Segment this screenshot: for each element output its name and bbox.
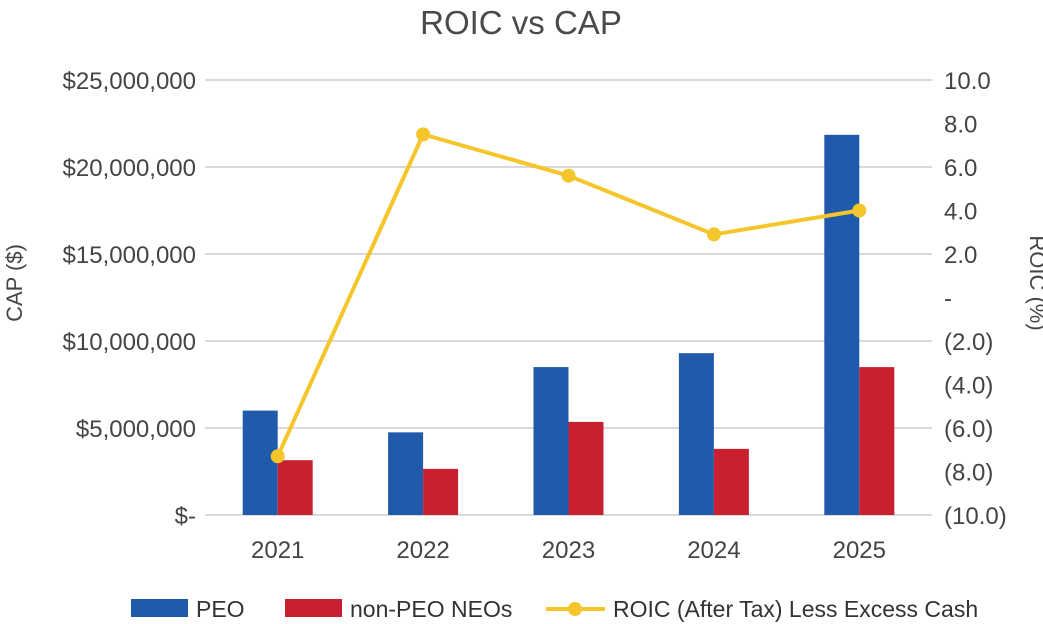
legend-label-non-peo: non-PEO NEOs xyxy=(350,596,512,622)
bar-non-peo-neos-2021 xyxy=(277,460,313,515)
roic-point-2024 xyxy=(706,227,721,242)
y2-tick-label: 8.0 xyxy=(944,112,977,139)
roic-line xyxy=(270,127,867,464)
y2-tick-label: - xyxy=(944,286,952,313)
y2-tick-label: (6.0) xyxy=(944,416,993,443)
y2-tick-label: 2.0 xyxy=(944,242,977,269)
x-tick-label: 2024 xyxy=(687,537,740,564)
bar-peo-2023 xyxy=(533,367,569,515)
x-tick-label: 2023 xyxy=(542,537,595,564)
gridlines xyxy=(205,79,932,516)
x-tick-label: 2022 xyxy=(396,537,449,564)
bar-peo-2021 xyxy=(242,410,278,515)
bar-peo-2024 xyxy=(678,353,714,515)
legend: PEO non-PEO NEOs ROIC (After Tax) Less Exc… xyxy=(131,596,978,622)
y-tick-label: $10,000,000 xyxy=(63,329,196,356)
y2-tick-label: 6.0 xyxy=(944,155,977,182)
y2-tick-label: (2.0) xyxy=(944,329,993,356)
right-axis-ticks: (10.0) (8.0) (6.0) (4.0) (2.0) - 2.0 4.0 6.0 8.0 1… xyxy=(944,68,1007,530)
legend-label-roic: ROIC (After Tax) Less Excess Cash xyxy=(613,596,978,622)
legend-swatch-peo xyxy=(131,599,188,617)
x-tick-label: 2025 xyxy=(833,537,886,564)
y-tick-label: $- xyxy=(175,503,196,530)
y2-axis-label: ROIC (%) xyxy=(1025,235,1043,330)
bar-non-peo-neos-2025 xyxy=(859,367,895,515)
bar-peo-2025 xyxy=(824,134,860,515)
bar-non-peo-neos-2023 xyxy=(568,421,604,515)
bar-peo-2022 xyxy=(388,432,424,515)
bar-non-peo-neos-2022 xyxy=(423,468,459,515)
y-tick-label: $20,000,000 xyxy=(63,155,196,182)
y2-tick-label: (8.0) xyxy=(944,460,993,487)
y-tick-label: $5,000,000 xyxy=(76,416,196,443)
bars xyxy=(242,134,895,515)
y2-tick-label: (10.0) xyxy=(944,503,1007,530)
roic-point-2021 xyxy=(270,449,285,464)
y-tick-label: $25,000,000 xyxy=(63,68,196,95)
y2-tick-label: 4.0 xyxy=(944,199,977,226)
legend-swatch-non-peo xyxy=(285,599,342,617)
bar-non-peo-neos-2024 xyxy=(713,448,749,515)
x-axis-ticks: 2021 2022 2023 2024 2025 xyxy=(251,537,886,564)
roic-point-2022 xyxy=(416,127,431,142)
y-tick-label: $15,000,000 xyxy=(63,242,196,269)
chart-title: ROIC vs CAP xyxy=(420,4,622,41)
roic-point-2025 xyxy=(852,203,867,218)
y-axis-label: CAP ($) xyxy=(2,244,27,322)
roic-point-2023 xyxy=(561,168,576,183)
legend-swatch-roic-marker xyxy=(568,602,582,616)
y2-tick-label: (4.0) xyxy=(944,373,993,400)
x-tick-label: 2021 xyxy=(251,537,304,564)
left-axis-ticks: $- $5,000,000 $10,000,000 $15,000,000 $20,00… xyxy=(63,68,196,530)
legend-label-peo: PEO xyxy=(196,596,245,622)
y2-tick-label: 10.0 xyxy=(944,68,991,95)
